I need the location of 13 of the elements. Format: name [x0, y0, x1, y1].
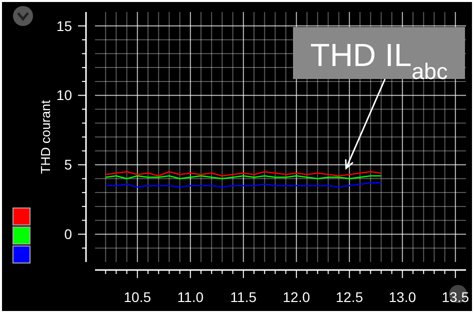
x-tick-label: 11.0 [177, 289, 204, 305]
x-tick-label: 12.5 [336, 289, 364, 305]
x-tick-label: 12.0 [282, 289, 310, 305]
y-tick-label: 15 [56, 18, 72, 34]
x-tick-label: 13.5 [442, 289, 470, 305]
y-axis-title: THD courant [38, 100, 53, 174]
x-tick-label: 13.0 [388, 289, 416, 305]
x-tick-label: 10.5 [124, 289, 152, 305]
annotation: THD IL$_{abc}$ [310, 37, 448, 84]
x-tick-label: 11.5 [230, 289, 257, 305]
y-tick-label: 5 [64, 156, 72, 173]
y-tick-label: 0 [64, 226, 72, 242]
y-tick-label: 10 [56, 87, 72, 104]
